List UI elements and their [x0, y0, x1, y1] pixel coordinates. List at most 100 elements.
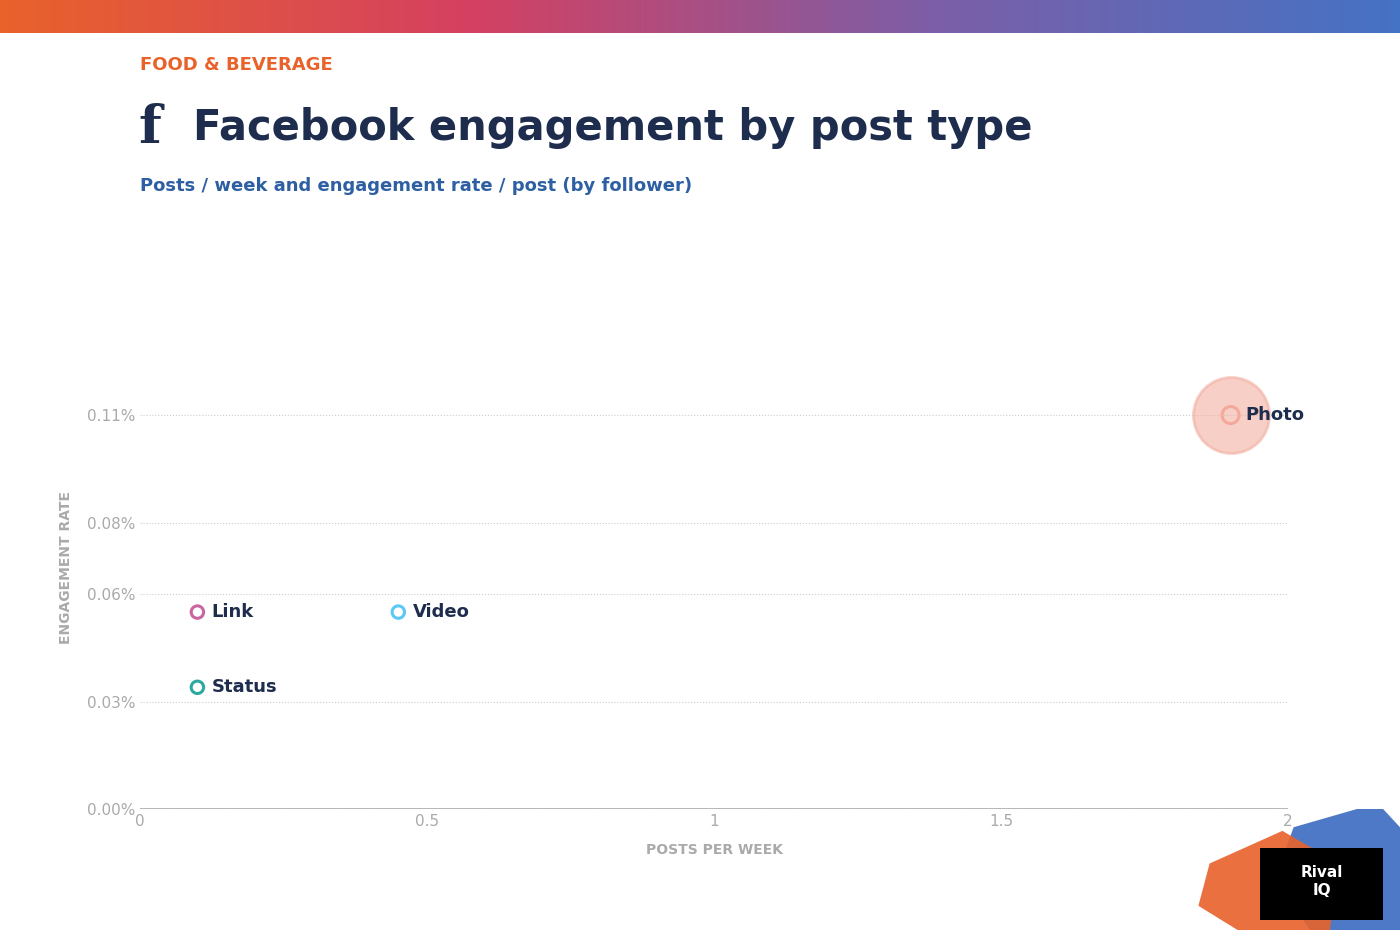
Bar: [966, 0, 969, 33]
Bar: [644, 0, 647, 33]
Bar: [302, 0, 305, 33]
Bar: [820, 0, 823, 33]
Bar: [515, 0, 518, 33]
Bar: [658, 0, 661, 33]
Bar: [860, 0, 862, 33]
Bar: [958, 0, 960, 33]
Bar: [762, 0, 764, 33]
Bar: [1039, 0, 1042, 33]
Bar: [258, 0, 260, 33]
Bar: [0, 0, 3, 33]
Bar: [571, 0, 574, 33]
Bar: [734, 0, 736, 33]
Bar: [1193, 0, 1196, 33]
Bar: [812, 0, 815, 33]
Bar: [1170, 0, 1173, 33]
Bar: [680, 0, 683, 33]
Bar: [1224, 0, 1226, 33]
Bar: [753, 0, 756, 33]
Bar: [6, 0, 8, 33]
Bar: [661, 0, 664, 33]
Bar: [20, 0, 22, 33]
Bar: [246, 0, 249, 33]
Bar: [532, 0, 535, 33]
Bar: [790, 0, 792, 33]
Bar: [288, 0, 291, 33]
Bar: [1142, 0, 1145, 33]
Bar: [417, 0, 420, 33]
Bar: [504, 0, 507, 33]
Polygon shape: [1274, 804, 1400, 930]
Bar: [1092, 0, 1095, 33]
Bar: [454, 0, 456, 33]
Bar: [90, 0, 92, 33]
Bar: [395, 0, 398, 33]
Bar: [1131, 0, 1134, 33]
Bar: [98, 0, 101, 33]
Bar: [381, 0, 384, 33]
Bar: [224, 0, 227, 33]
Bar: [605, 0, 608, 33]
Bar: [1159, 0, 1162, 33]
Bar: [36, 0, 39, 33]
Bar: [347, 0, 350, 33]
Bar: [843, 0, 846, 33]
Bar: [462, 0, 465, 33]
Bar: [1215, 0, 1218, 33]
Bar: [652, 0, 655, 33]
Bar: [398, 0, 400, 33]
Bar: [1151, 0, 1154, 33]
Bar: [291, 0, 294, 33]
Bar: [703, 0, 706, 33]
Bar: [263, 0, 266, 33]
Bar: [1350, 0, 1352, 33]
Bar: [143, 0, 146, 33]
Bar: [1011, 0, 1014, 33]
Bar: [67, 0, 70, 33]
Bar: [1352, 0, 1355, 33]
Bar: [1162, 0, 1165, 33]
Text: Status: Status: [211, 678, 277, 697]
Bar: [599, 0, 602, 33]
Bar: [8, 0, 11, 33]
Bar: [272, 0, 274, 33]
Bar: [1201, 0, 1204, 33]
Bar: [588, 0, 591, 33]
Bar: [356, 0, 358, 33]
Bar: [280, 0, 283, 33]
Bar: [31, 0, 34, 33]
Bar: [1392, 0, 1394, 33]
Bar: [1179, 0, 1182, 33]
Bar: [672, 0, 675, 33]
Bar: [1081, 0, 1084, 33]
Bar: [1008, 0, 1011, 33]
FancyBboxPatch shape: [1260, 848, 1383, 921]
Bar: [739, 0, 742, 33]
Bar: [129, 0, 132, 33]
Bar: [269, 0, 272, 33]
Bar: [832, 0, 834, 33]
Bar: [1336, 0, 1338, 33]
Bar: [1033, 0, 1036, 33]
Bar: [493, 0, 496, 33]
Bar: [157, 0, 160, 33]
Bar: [1277, 0, 1280, 33]
Bar: [1100, 0, 1103, 33]
Bar: [717, 0, 720, 33]
Bar: [1294, 0, 1296, 33]
Bar: [1114, 0, 1117, 33]
Bar: [92, 0, 95, 33]
Bar: [325, 0, 328, 33]
Bar: [409, 0, 412, 33]
Text: Rival
IQ: Rival IQ: [1301, 865, 1343, 898]
Bar: [176, 0, 179, 33]
Bar: [736, 0, 739, 33]
Bar: [896, 0, 899, 33]
Bar: [384, 0, 386, 33]
Bar: [664, 0, 666, 33]
Bar: [283, 0, 286, 33]
Y-axis label: ENGAGEMENT RATE: ENGAGEMENT RATE: [59, 491, 73, 644]
Bar: [1243, 0, 1246, 33]
Bar: [440, 0, 442, 33]
Bar: [882, 0, 885, 33]
